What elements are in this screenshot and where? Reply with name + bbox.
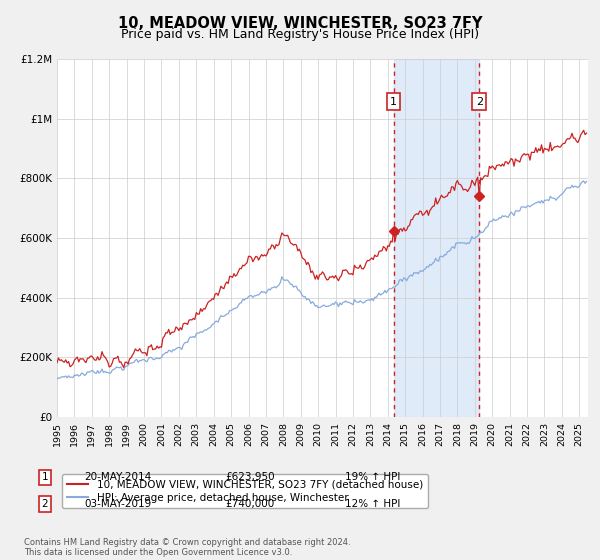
Text: 2: 2 xyxy=(41,499,49,509)
Text: Price paid vs. HM Land Registry's House Price Index (HPI): Price paid vs. HM Land Registry's House … xyxy=(121,28,479,41)
Text: 1: 1 xyxy=(41,472,49,482)
Text: £623,950: £623,950 xyxy=(225,472,275,482)
Text: 2: 2 xyxy=(476,97,483,107)
Text: 19% ↑ HPI: 19% ↑ HPI xyxy=(345,472,400,482)
Text: Contains HM Land Registry data © Crown copyright and database right 2024.
This d: Contains HM Land Registry data © Crown c… xyxy=(24,538,350,557)
Text: 10, MEADOW VIEW, WINCHESTER, SO23 7FY: 10, MEADOW VIEW, WINCHESTER, SO23 7FY xyxy=(118,16,482,31)
Legend: 10, MEADOW VIEW, WINCHESTER, SO23 7FY (detached house), HPI: Average price, deta: 10, MEADOW VIEW, WINCHESTER, SO23 7FY (d… xyxy=(62,474,428,508)
Text: 12% ↑ HPI: 12% ↑ HPI xyxy=(345,499,400,509)
Text: 03-MAY-2019: 03-MAY-2019 xyxy=(84,499,151,509)
Text: 20-MAY-2014: 20-MAY-2014 xyxy=(84,472,151,482)
Text: 1: 1 xyxy=(390,97,397,107)
Bar xyxy=(394,59,479,417)
Text: £740,000: £740,000 xyxy=(225,499,274,509)
